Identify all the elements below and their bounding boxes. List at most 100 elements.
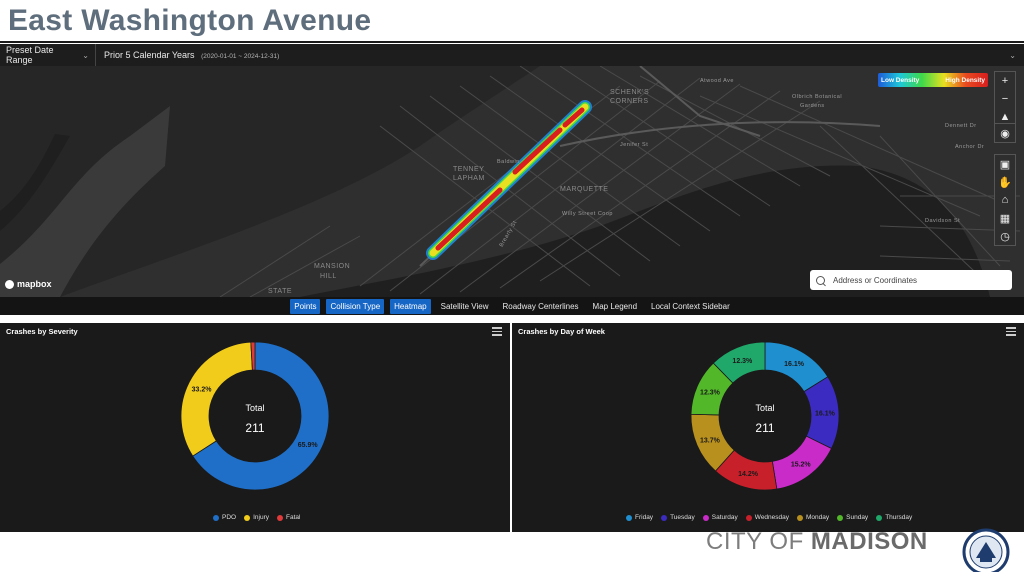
- dow-legend-swatch: [797, 514, 804, 521]
- day-of-week-panel: Crashes by Day of Week 16.1% 16.1% 15.2% 14…: [512, 323, 1024, 532]
- map-label-jenifer: Jenifer St: [620, 142, 649, 148]
- date-range-dates: (2020-01-01 ~ 2024-12-31): [201, 53, 280, 60]
- severity-legend-item[interactable]: PDO: [213, 514, 236, 521]
- zoom-in-button[interactable]: +: [1001, 75, 1009, 87]
- dow-legend-swatch: [702, 514, 709, 521]
- severity-donut-chart: 65.9% 33.2%: [180, 341, 330, 491]
- dow-data-label: 15.2%: [791, 462, 812, 469]
- search-icon: [816, 275, 825, 285]
- map-label-marquette: MARQUETTE: [560, 186, 609, 193]
- fingerprint-control: ◉: [994, 123, 1016, 143]
- map-toolbar: Points Collision Type Heatmap Satellite …: [0, 297, 1024, 315]
- dow-legend-label: Sunday: [846, 514, 869, 521]
- date-range-select[interactable]: Prior 5 Calendar Years (2020-01-01 ~ 202…: [96, 44, 1024, 66]
- zoom-controls: + − ▲: [994, 71, 1016, 127]
- preset-date-select[interactable]: Preset Date Range ⌄: [0, 44, 96, 66]
- dow-legend-label: Tuesday: [670, 514, 695, 521]
- severity-menu-icon[interactable]: [492, 327, 502, 338]
- severity-legend-label: Fatal: [286, 514, 301, 521]
- dow-legend: Friday Tuesday Saturday Wednesday Monday Sund…: [626, 514, 912, 521]
- map-base-layer: [0, 66, 1024, 297]
- dow-legend-label: Saturday: [711, 514, 738, 521]
- mapbox-attribution[interactable]: mapbox: [5, 279, 52, 289]
- dow-total-value: 211: [755, 421, 775, 435]
- severity-legend-swatch: [213, 514, 219, 521]
- map-label-lapham: LAPHAM: [453, 175, 485, 182]
- shoreline-strip: [0, 134, 70, 231]
- preset-date-label: Preset Date Range: [6, 45, 54, 65]
- mapbox-logo-icon: [5, 279, 14, 289]
- map-label-willy: Willy Street Coop: [562, 211, 613, 217]
- brand-city: CITY OF: [706, 528, 804, 555]
- map-label-gardens: Gardens: [800, 103, 825, 109]
- dow-data-label: 16.1%: [784, 361, 805, 368]
- dow-legend-item[interactable]: Friday: [626, 514, 653, 521]
- dow-total-label: Total: [755, 403, 775, 413]
- dow-legend-swatch: [626, 514, 632, 521]
- lake-mendota-shore: [0, 106, 170, 297]
- dow-legend-item[interactable]: Wednesday: [745, 514, 789, 521]
- map-label-atwood: Atwood Ave: [700, 78, 734, 84]
- crash-heatmap-map[interactable]: SCHENK'S CORNERS TENNEY LAPHAM MARQUETTE…: [0, 66, 1024, 297]
- title-divider: [0, 41, 1024, 43]
- address-search-input[interactable]: Address or Coordinates: [810, 270, 1012, 290]
- dow-legend-item[interactable]: Thursday: [876, 514, 912, 521]
- clock-icon[interactable]: ◷: [1000, 230, 1010, 243]
- date-range-label: Prior 5 Calendar Years: [104, 50, 195, 60]
- dow-legend-item[interactable]: Monday: [797, 514, 829, 521]
- severity-legend-label: Injury: [253, 514, 269, 521]
- dow-slice-thursday[interactable]: [712, 341, 766, 384]
- severity-slice-injury[interactable]: [180, 341, 253, 457]
- satellite-view-toggle[interactable]: Satellite View: [440, 301, 489, 311]
- map-label-mansion: MANSION: [314, 263, 351, 270]
- density-legend: Low Density High Density: [878, 73, 988, 87]
- zoom-out-button[interactable]: −: [1001, 93, 1009, 105]
- map-tool-controls: ▣ ✋ ⌂ ▦ ◷: [994, 154, 1016, 246]
- map-label-anchor: Anchor Dr: [955, 144, 985, 150]
- page-title: East Washington Avenue: [8, 4, 372, 37]
- grid-icon[interactable]: ▦: [999, 212, 1011, 225]
- map-label-corners: CORNERS: [610, 98, 649, 105]
- severity-legend-item[interactable]: Injury: [244, 514, 269, 521]
- dow-legend-label: Friday: [635, 514, 654, 521]
- mapbox-label: mapbox: [17, 279, 52, 289]
- local-context-sidebar-toggle[interactable]: Local Context Sidebar: [651, 301, 730, 311]
- dow-menu-icon[interactable]: [1006, 327, 1016, 338]
- roadway-centerlines-toggle[interactable]: Roadway Centerlines: [502, 301, 579, 311]
- fingerprint-icon[interactable]: ◉: [1000, 127, 1010, 140]
- severity-panel: Crashes by Severity 65.9% 33.2% Total 211…: [0, 323, 510, 532]
- dow-data-label: 13.7%: [700, 437, 721, 444]
- severity-data-label: 33.2%: [192, 386, 213, 393]
- dow-data-label: 12.3%: [732, 358, 753, 365]
- map-label-hill: HILL: [320, 273, 337, 280]
- severity-legend-item[interactable]: Fatal: [277, 514, 300, 521]
- brand-name: MADISON: [810, 528, 928, 555]
- severity-data-label: 65.9%: [298, 442, 319, 449]
- camera-icon[interactable]: ▣: [999, 158, 1011, 171]
- dow-legend-label: Monday: [806, 514, 830, 521]
- search-placeholder: Address or Coordinates: [833, 275, 918, 285]
- dow-legend-item[interactable]: Sunday: [837, 514, 868, 521]
- map-label-dennett: Dennett Dr: [945, 123, 977, 129]
- compass-icon[interactable]: ▲: [999, 111, 1011, 123]
- dow-legend-item[interactable]: Saturday: [702, 514, 738, 521]
- severity-slice-pdo[interactable]: [192, 341, 330, 491]
- points-toggle[interactable]: Points: [290, 298, 321, 314]
- chevron-down-icon: ⌄: [1009, 50, 1016, 60]
- dow-data-label: 14.2%: [738, 471, 759, 478]
- hand-icon[interactable]: ✋: [998, 176, 1012, 189]
- dow-legend-swatch: [745, 514, 752, 521]
- home-icon[interactable]: ⌂: [1001, 194, 1009, 206]
- engineering-seal-logo: [962, 528, 1010, 572]
- dow-legend-item[interactable]: Tuesday: [661, 514, 695, 521]
- map-label-tenney: TENNEY: [453, 166, 485, 173]
- map-legend-toggle[interactable]: Map Legend: [592, 301, 638, 311]
- dow-data-label: 16.1%: [815, 410, 836, 417]
- severity-slice-fatal[interactable]: [250, 341, 256, 371]
- heatmap-toggle[interactable]: Heatmap: [390, 298, 431, 314]
- dow-legend-swatch: [876, 514, 883, 521]
- dow-legend-label: Thursday: [885, 514, 913, 521]
- filter-bar: Preset Date Range ⌄ Prior 5 Calendar Yea…: [0, 44, 1024, 66]
- collision-type-toggle[interactable]: Collision Type: [326, 298, 385, 314]
- city-branding: CITY OF MADISON: [706, 528, 928, 556]
